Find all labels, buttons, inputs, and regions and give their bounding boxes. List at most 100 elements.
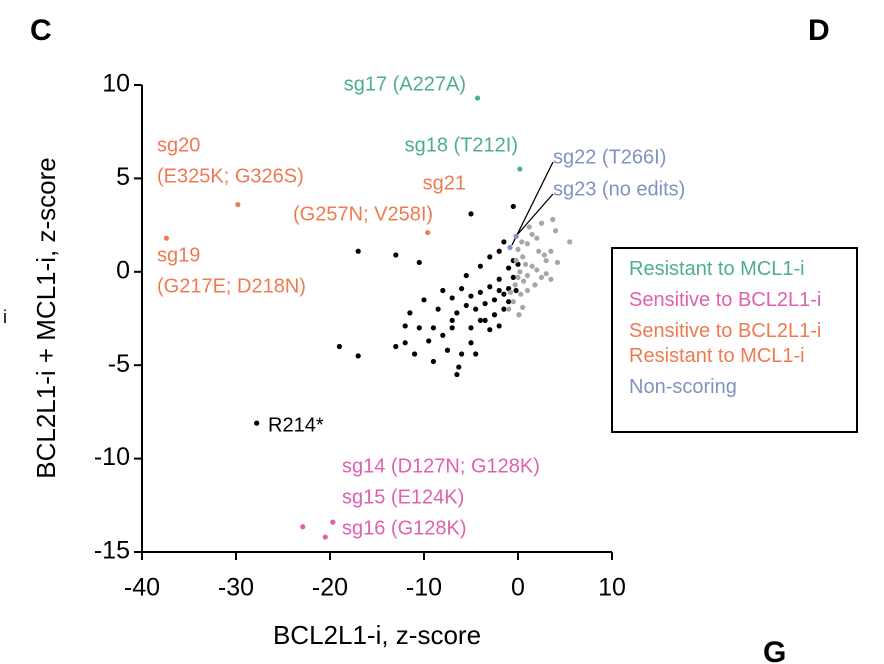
- x-tick-label: 10: [598, 574, 626, 602]
- annotation: sg20: [157, 134, 200, 156]
- point: [459, 351, 465, 357]
- point: [513, 287, 519, 294]
- point: [330, 519, 336, 525]
- legend-entry: Sensitive to BCL2L1-i Resistant to MCL1-…: [629, 320, 822, 367]
- x-tick-label: -40: [124, 574, 160, 602]
- point: [491, 297, 498, 303]
- point: [235, 201, 241, 208]
- annotation: R214*: [268, 414, 324, 436]
- point: [550, 216, 556, 223]
- point: [522, 261, 529, 267]
- point: [532, 282, 538, 288]
- annotation: sg15 (E124K): [342, 486, 464, 508]
- point: [520, 254, 526, 260]
- point: [496, 248, 502, 254]
- annotation: (G217E; D218N): [157, 275, 306, 297]
- x-axis-label: BCL2L1-i, z-score: [273, 620, 481, 650]
- point: [473, 351, 479, 357]
- point: [430, 358, 436, 365]
- point: [510, 274, 516, 281]
- point: [526, 224, 532, 230]
- point: [496, 287, 502, 294]
- point: [487, 254, 493, 260]
- annotation: sg14 (D127N; G128K): [342, 455, 540, 477]
- point: [440, 332, 446, 338]
- x-tick-label: -10: [406, 574, 442, 602]
- point: [449, 317, 455, 323]
- y-tick-label: 5: [116, 163, 130, 191]
- point: [512, 282, 518, 288]
- point: [412, 351, 418, 357]
- annotation: sg23 (no edits): [553, 178, 685, 200]
- y-tick-label: 0: [116, 256, 130, 284]
- point: [468, 211, 474, 217]
- point: [506, 306, 512, 312]
- point: [416, 325, 422, 331]
- point: [487, 327, 493, 333]
- point: [524, 272, 531, 279]
- annotation: sg22 (T266I): [553, 146, 666, 168]
- point: [440, 287, 446, 294]
- point: [355, 353, 361, 359]
- point: [254, 420, 260, 426]
- x-tick-label: -30: [218, 574, 254, 602]
- point: [506, 299, 512, 305]
- point: [482, 300, 488, 307]
- point: [444, 347, 451, 353]
- point: [454, 371, 460, 378]
- annotation: (G257N; V258I): [293, 203, 433, 225]
- point: [516, 312, 522, 318]
- point: [163, 235, 170, 241]
- point: [477, 317, 483, 323]
- point: [510, 299, 516, 305]
- point: [515, 274, 521, 281]
- point: [355, 248, 361, 254]
- point: [487, 284, 493, 290]
- cropped-text: i: [3, 307, 7, 327]
- point: [519, 239, 525, 245]
- point: [501, 239, 507, 245]
- annotation: sg17 (A227A): [344, 73, 466, 95]
- point: [430, 325, 436, 331]
- point: [496, 276, 502, 282]
- point: [501, 291, 507, 297]
- point: [524, 287, 531, 294]
- point: [506, 265, 512, 271]
- point: [449, 325, 455, 331]
- point: [553, 228, 559, 234]
- legend: Resistant to MCL1-i Sensitive to BCL2L1-i…: [611, 247, 858, 433]
- legend-entry: Resistant to MCL1-i: [629, 258, 805, 280]
- y-tick-label: -5: [108, 350, 130, 378]
- point: [456, 364, 462, 370]
- point: [554, 259, 561, 266]
- y-tick-label: -10: [94, 443, 130, 471]
- point: [454, 310, 460, 316]
- point: [507, 244, 513, 251]
- annotation: sg21: [423, 172, 466, 194]
- y-tick-label: -15: [94, 537, 130, 565]
- point: [541, 252, 547, 258]
- legend-entry: Sensitive to BCL2L1-i: [629, 289, 822, 311]
- point: [407, 310, 413, 316]
- point: [536, 248, 542, 254]
- point: [513, 233, 519, 239]
- point: [520, 304, 526, 310]
- point: [538, 274, 545, 281]
- point: [477, 289, 483, 295]
- point: [507, 289, 514, 295]
- point: [435, 306, 441, 312]
- annotation: sg16 (G128K): [342, 517, 467, 539]
- y-tick-label: 10: [102, 70, 130, 98]
- point: [463, 272, 469, 279]
- point: [473, 306, 479, 312]
- point: [548, 276, 554, 282]
- point: [538, 220, 545, 226]
- point: [534, 267, 540, 273]
- annotation: sg18 (T212I): [405, 134, 518, 156]
- x-tick-label: -20: [312, 574, 348, 602]
- point: [474, 95, 481, 101]
- point: [477, 263, 483, 269]
- point: [510, 203, 516, 210]
- point: [416, 259, 422, 266]
